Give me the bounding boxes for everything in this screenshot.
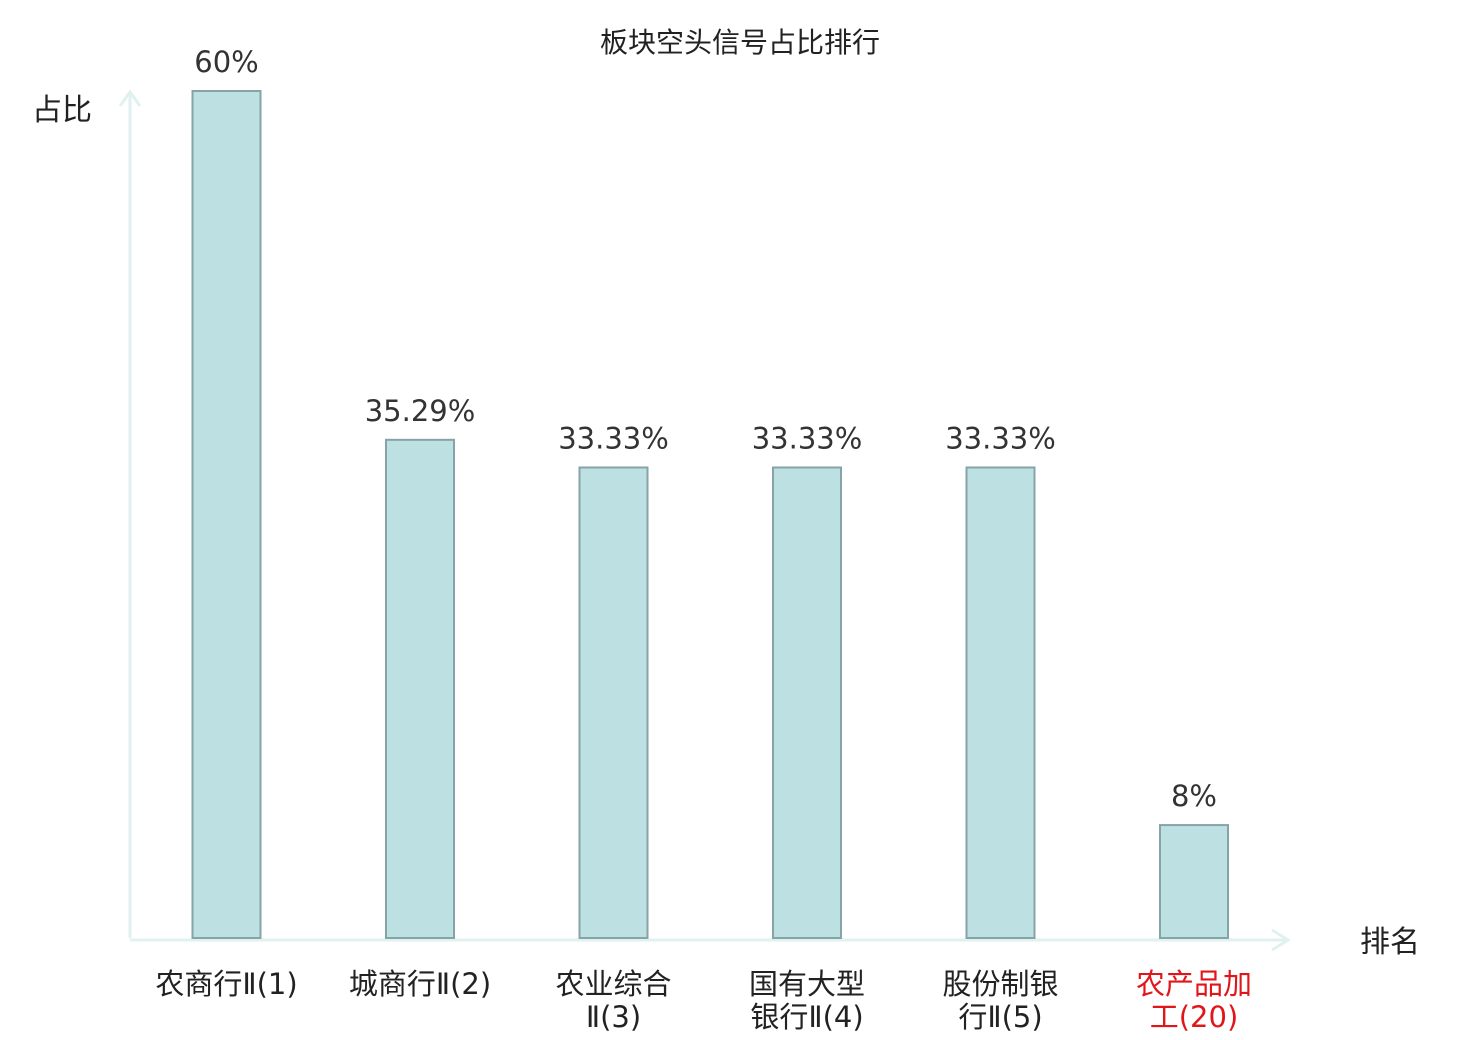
- category-label-1: 农商行Ⅱ(1): [155, 967, 297, 1001]
- bar-6: [1159, 824, 1229, 939]
- category-label-2: 城商行Ⅱ(2): [349, 967, 491, 1001]
- x-axis-label: 排名: [1360, 925, 1420, 960]
- value-label-5: 33.33%: [945, 421, 1056, 455]
- bar-3: [578, 466, 649, 939]
- x-axis: [130, 928, 1291, 952]
- category-label-5: 股份制银: [942, 967, 1058, 1001]
- category-label-4: 国有大型: [749, 967, 865, 1001]
- bar-4: [772, 466, 842, 939]
- bar-1: [191, 90, 262, 939]
- bars: [191, 90, 1229, 939]
- category-label-5-line-2: 行Ⅱ(5): [958, 1000, 1042, 1034]
- category-label-4-line-2: 银行Ⅱ(4): [750, 1000, 863, 1034]
- category-label-3: 农业综合: [555, 967, 671, 1001]
- value-label-6: 8%: [1171, 779, 1217, 813]
- y-axis: [118, 89, 142, 938]
- bar-5: [965, 466, 1036, 939]
- value-label-3: 33.33%: [558, 421, 669, 455]
- value-label-2: 35.29%: [365, 394, 476, 428]
- category-label-6: 农产品加: [1136, 967, 1252, 1001]
- y-axis-label: 占比: [32, 93, 92, 128]
- value-labels: 60% 35.29% 33.33% 33.33% 33.33% 8%: [194, 45, 1217, 813]
- category-label-3-line-2: Ⅱ(3): [586, 1000, 641, 1034]
- category-label-6-line-2: 工(20): [1150, 1000, 1239, 1034]
- chart-title: 板块空头信号占比排行: [600, 26, 880, 59]
- value-label-4: 33.33%: [752, 421, 863, 455]
- bar-2: [385, 438, 455, 939]
- value-label-1: 60%: [194, 45, 258, 79]
